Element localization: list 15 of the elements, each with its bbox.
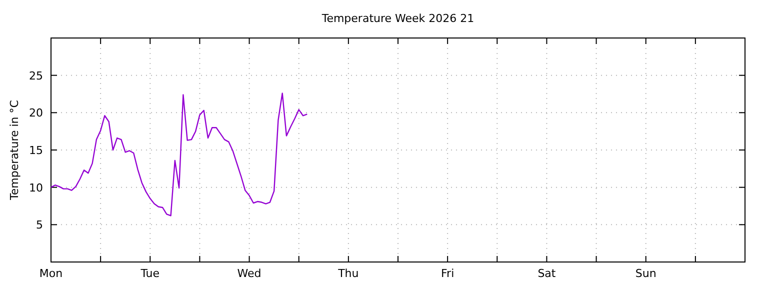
y-tick-label: 25: [29, 69, 43, 82]
x-tick-label: Thu: [337, 267, 359, 280]
line-series: [50, 92, 308, 216]
y-tick-label: 15: [29, 144, 43, 157]
x-tick-label: Sun: [635, 267, 656, 280]
y-tick-label: 10: [29, 181, 43, 194]
x-tick-label: Sat: [538, 267, 556, 280]
x-tick-label: Tue: [140, 267, 160, 280]
y-axis-title: Temperature in °C: [8, 100, 21, 201]
x-tick-label: Mon: [39, 267, 63, 280]
x-tick-label: Wed: [237, 267, 262, 280]
x-tick-label: Fri: [441, 267, 454, 280]
y-tick-label: 20: [29, 106, 43, 120]
y-tick-label: 5: [36, 218, 43, 232]
chart-title: Temperature Week 2026 21: [320, 12, 474, 25]
